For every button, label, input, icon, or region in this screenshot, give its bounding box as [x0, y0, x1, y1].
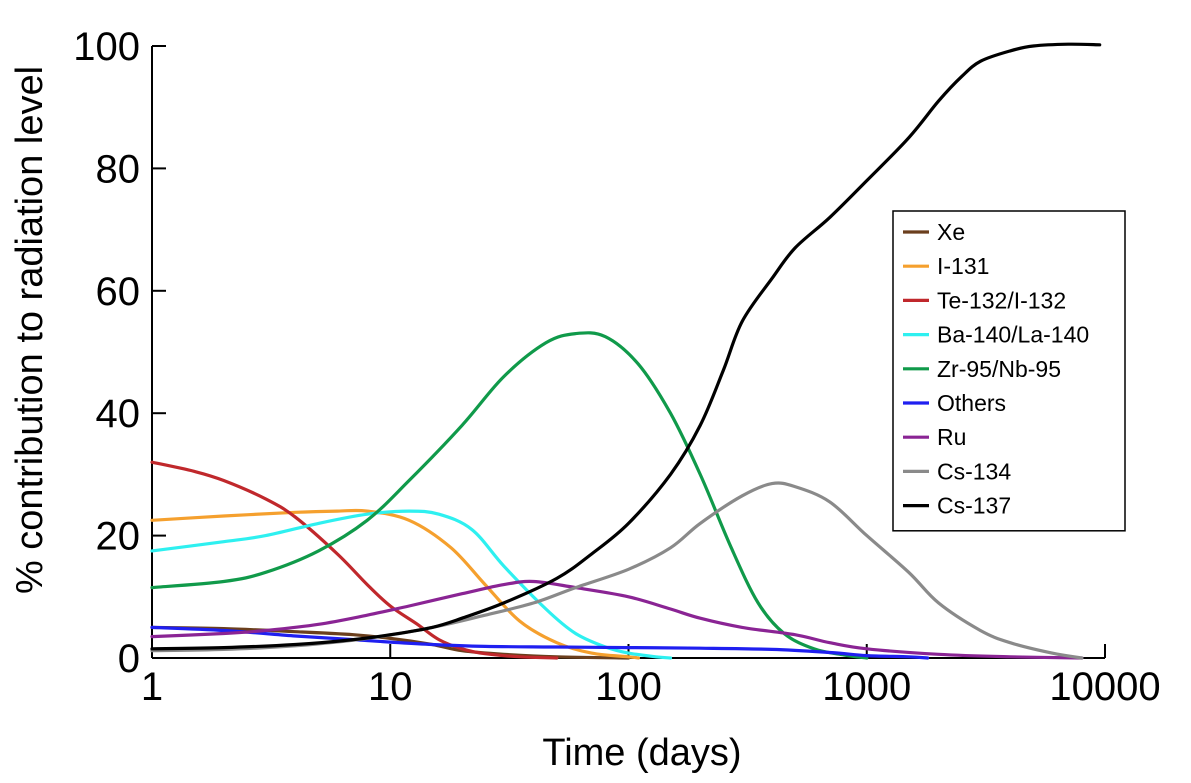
x-tick-label: 10 [368, 665, 413, 709]
legend-box [892, 210, 1126, 532]
legend-label-ru: Ru [937, 424, 966, 450]
x-tick-label: 1000 [822, 665, 911, 709]
y-tick-label: 0 [118, 637, 140, 681]
legend-label-cs-134: Cs-134 [937, 458, 1011, 484]
legend-label-ba-140-la-140: Ba-140/La-140 [937, 322, 1089, 348]
y-tick-label: 40 [96, 392, 141, 436]
y-tick-label: 100 [73, 25, 140, 69]
y-tick-label: 80 [96, 147, 141, 191]
legend-label-zr-95-nb-95: Zr-95/Nb-95 [937, 356, 1061, 382]
series-line-cs-137 [150, 42, 1102, 651]
series-line-others [150, 625, 930, 660]
series-line-ba-140-la-140 [150, 509, 673, 660]
legend-label-i-131: I-131 [937, 253, 989, 279]
y-tick-label: 60 [96, 270, 141, 314]
axes: 1 10 100 1000 10000 0 20 40 60 80 100 [73, 25, 1160, 709]
series-line-te-132-i-132 [150, 460, 559, 660]
series-line-ru [150, 579, 1084, 660]
series-lines [150, 42, 1102, 660]
y-tick-label: 20 [96, 515, 141, 559]
legend-label-xe: Xe [937, 219, 965, 245]
legend: Xe I-131 Te-132/I-132 Ba-140/La-140 Zr-95/Nb… [892, 210, 1126, 532]
x-tick-label: 1 [141, 665, 163, 709]
x-tick-label: 10000 [1049, 665, 1160, 709]
x-tick-label: 100 [595, 665, 662, 709]
legend-label-te-132-i-132: Te-132/I-132 [937, 287, 1066, 313]
legend-label-cs-137: Cs-137 [937, 493, 1011, 519]
legend-label-others: Others [937, 390, 1006, 416]
series-line-zr-95-nb-95 [150, 331, 869, 660]
x-axis-title: Time (days) [542, 732, 741, 774]
series-line-i-131 [150, 508, 640, 660]
y-axis-title: % contribution to radiation level [9, 66, 51, 594]
